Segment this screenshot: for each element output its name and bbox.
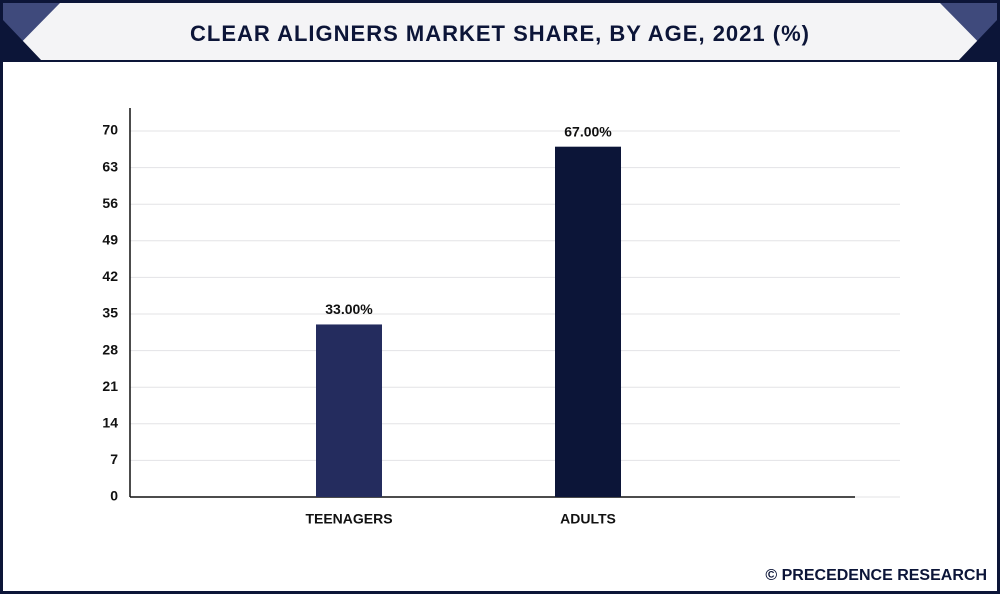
y-tick-label: 21 <box>102 378 118 394</box>
y-tick-label: 14 <box>102 415 118 431</box>
corner-left-dark <box>3 20 42 61</box>
value-label: 33.00% <box>325 301 373 317</box>
y-tick-label: 70 <box>102 122 118 138</box>
bar <box>316 324 382 497</box>
y-tick-label: 63 <box>102 158 118 174</box>
bar <box>555 146 621 497</box>
x-tick-label: TEENAGERS <box>305 511 392 527</box>
corner-right-dark <box>958 20 997 61</box>
y-tick-label: 28 <box>102 341 118 357</box>
header-band <box>3 3 997 61</box>
chart-title: CLEAR ALIGNERS MARKET SHARE, BY AGE, 202… <box>190 21 810 46</box>
y-tick-label: 35 <box>102 305 118 321</box>
y-tick-label: 7 <box>110 451 118 467</box>
y-tick-label: 0 <box>110 488 118 504</box>
y-tick-label: 42 <box>102 268 118 284</box>
value-label: 67.00% <box>564 123 612 139</box>
y-tick-label: 49 <box>102 232 118 248</box>
x-tick-label: ADULTS <box>560 511 616 527</box>
y-tick-label: 56 <box>102 195 118 211</box>
source: © PRECEDENCE RESEARCH <box>765 567 987 584</box>
